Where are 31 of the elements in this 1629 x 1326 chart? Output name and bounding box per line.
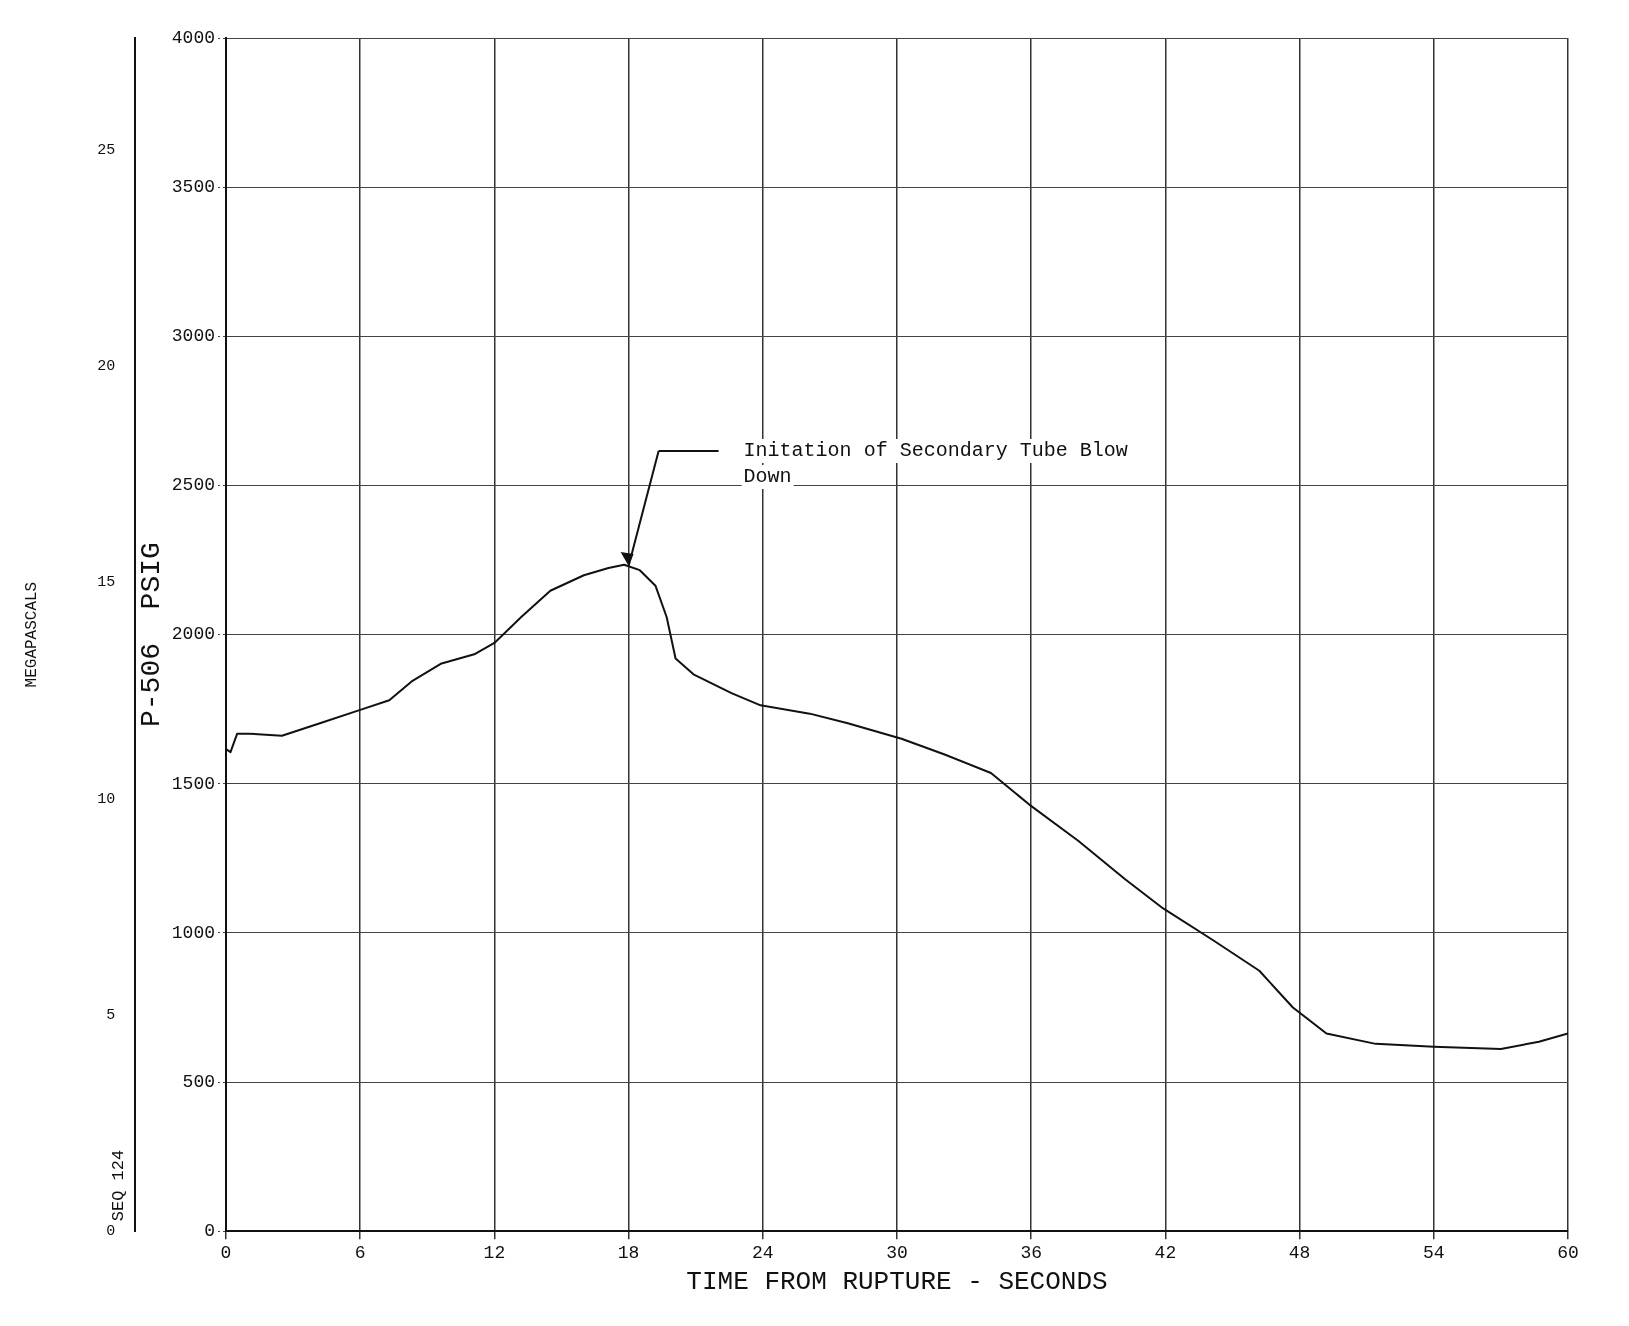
x-tick-label: 18 (617, 1242, 640, 1263)
y-tick-label: 500 (182, 1071, 216, 1092)
y-axis-title: P-506 PSIG (136, 542, 168, 728)
y2-tick-label: 20 (97, 357, 116, 375)
text: SEQ 124 (108, 1149, 128, 1222)
y2-axis-title: MEGAPASCALS (22, 581, 41, 688)
x-tick-label: 48 (1288, 1242, 1311, 1263)
y-tick-label: 1000 (171, 922, 216, 943)
y2-tick-label: 15 (97, 574, 116, 592)
x-tick-label: 42 (1154, 1242, 1177, 1263)
y-tick-label: 0 (204, 1220, 216, 1241)
y-tick-label: 2500 (171, 475, 216, 496)
y-tick-label: 4000 (171, 27, 216, 48)
annotation: Initation of Secondary Tube Blow Down (743, 439, 1128, 489)
x-tick-label: 6 (354, 1242, 366, 1263)
y2-tick-label: 0 (106, 1223, 116, 1241)
y2-tick-label: 5 (106, 1006, 116, 1024)
x-tick-label: 60 (1557, 1242, 1579, 1263)
y-tick-label: 1500 (171, 773, 216, 794)
x-tick-label: 0 (220, 1242, 232, 1263)
y2-tick-label: 10 (97, 790, 116, 808)
x-tick-label: 12 (483, 1242, 506, 1263)
x-tick-label: 24 (752, 1242, 774, 1263)
y-tick-label: 2000 (171, 624, 216, 645)
x-tick-label: 30 (886, 1242, 908, 1263)
x-tick-label: 36 (1020, 1242, 1043, 1263)
y2-tick-label: 25 (97, 141, 116, 159)
y-tick-label: 3000 (171, 326, 216, 347)
x-tick-label: 54 (1423, 1242, 1445, 1263)
y-tick-label: 3500 (171, 176, 216, 197)
x-axis-title: TIME FROM RUPTURE - SECONDS (686, 1267, 1108, 1298)
